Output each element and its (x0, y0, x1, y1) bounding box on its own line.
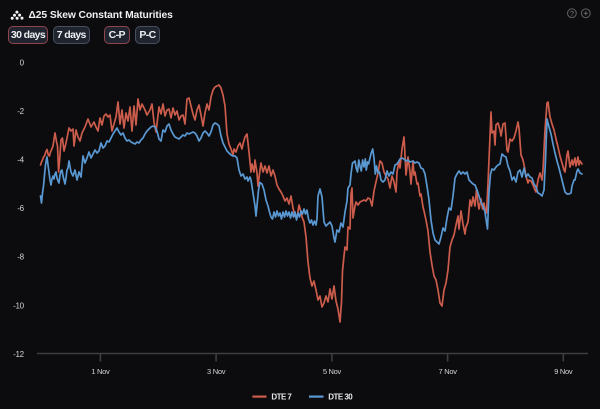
svg-text:9 Nov: 9 Nov (554, 367, 573, 376)
svg-text:5 Nov: 5 Nov (323, 367, 342, 376)
svg-text:-10: -10 (13, 301, 25, 310)
svg-text:?: ? (570, 9, 574, 18)
svg-text:DTE 30: DTE 30 (328, 392, 353, 401)
svg-text:-2: -2 (17, 107, 24, 116)
svg-text:-6: -6 (17, 204, 24, 213)
svg-text:-8: -8 (17, 253, 24, 262)
svg-text:0: 0 (20, 59, 25, 68)
svg-text:-12: -12 (13, 350, 25, 359)
svg-text:-4: -4 (17, 156, 24, 165)
svg-text:DTE 7: DTE 7 (271, 392, 292, 401)
svg-text:3 Nov: 3 Nov (207, 367, 226, 376)
svg-text:7 Nov: 7 Nov (439, 367, 458, 376)
svg-text:1 Nov: 1 Nov (91, 367, 110, 376)
